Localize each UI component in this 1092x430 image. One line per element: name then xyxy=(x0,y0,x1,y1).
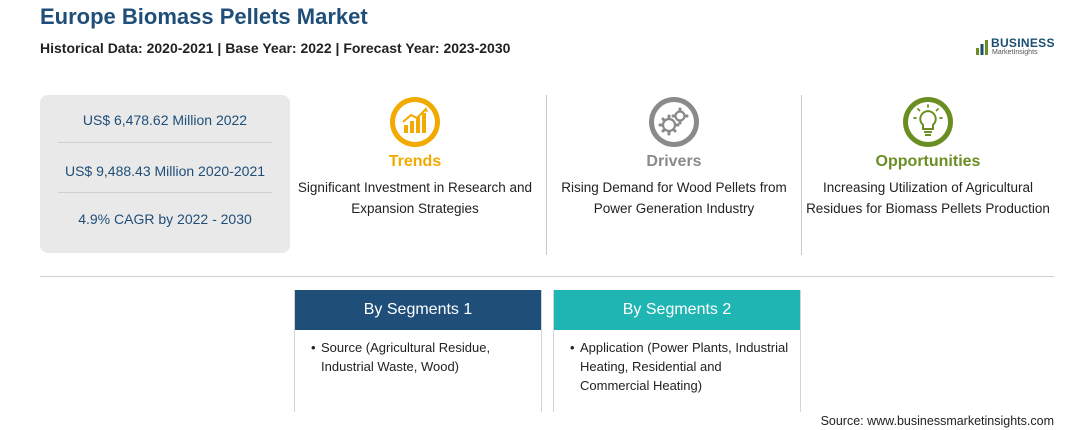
factor-opportunities: Opportunities Increasing Utilization of … xyxy=(803,95,1053,219)
gears-icon xyxy=(649,97,699,147)
logo-icon xyxy=(976,40,988,55)
segment-body-1: Source (Agricultural Residue, Industrial… xyxy=(295,330,541,376)
column-divider xyxy=(546,95,547,255)
market-stats-panel: US$ 6,478.62 Million 2022 US$ 9,488.43 M… xyxy=(40,95,290,253)
section-divider xyxy=(40,276,1054,277)
logo-text-primary: BUSINESS xyxy=(991,36,1055,50)
logo-text-secondary: MarketInsights xyxy=(992,49,1038,56)
factor-label-trends: Trends xyxy=(388,153,442,170)
factor-trends: Trends Significant Investment in Researc… xyxy=(290,95,540,219)
lightbulb-icon xyxy=(903,97,953,147)
factor-label-opportunities: Opportunities xyxy=(875,153,981,170)
factor-drivers: Drivers Rising Demand for Wood Pellets f… xyxy=(549,95,799,219)
factor-label-drivers: Drivers xyxy=(646,153,702,170)
business-market-insights-logo: BUSINESS MarketInsights xyxy=(975,36,1065,60)
stat-divider xyxy=(58,142,272,143)
column-divider xyxy=(801,95,802,255)
growth-chart-icon xyxy=(390,97,440,147)
stat-divider xyxy=(58,192,272,193)
factor-description-opportunities: Increasing Utilization of Agricultural R… xyxy=(806,180,1050,216)
stat-market-value-historical: US$ 9,488.43 Million 2020-2021 xyxy=(64,163,266,179)
segment-body-2: Application (Power Plants, Industrial He… xyxy=(554,330,800,395)
segment-header-2: By Segments 2 xyxy=(554,290,800,330)
segment-header-1: By Segments 1 xyxy=(295,290,541,330)
factor-description-drivers: Rising Demand for Wood Pellets from Powe… xyxy=(561,180,787,216)
segment-box-1: By Segments 1 Source (Agricultural Resid… xyxy=(294,290,542,412)
page-subtitle: Historical Data: 2020-2021 | Base Year: … xyxy=(40,40,511,56)
factor-description-trends: Significant Investment in Research and E… xyxy=(297,180,533,216)
segment-item: Source (Agricultural Residue, Industrial… xyxy=(311,338,535,376)
segment-box-2: By Segments 2 Application (Power Plants,… xyxy=(553,290,801,412)
source-note: Source: www.businessmarketinsights.com xyxy=(820,414,1054,428)
segment-item: Application (Power Plants, Industrial He… xyxy=(570,338,794,395)
stat-cagr: 4.9% CAGR by 2022 - 2030 xyxy=(78,211,252,227)
page-title: Europe Biomass Pellets Market xyxy=(40,4,368,29)
stat-market-value-2022: US$ 6,478.62 Million 2022 xyxy=(82,112,248,128)
